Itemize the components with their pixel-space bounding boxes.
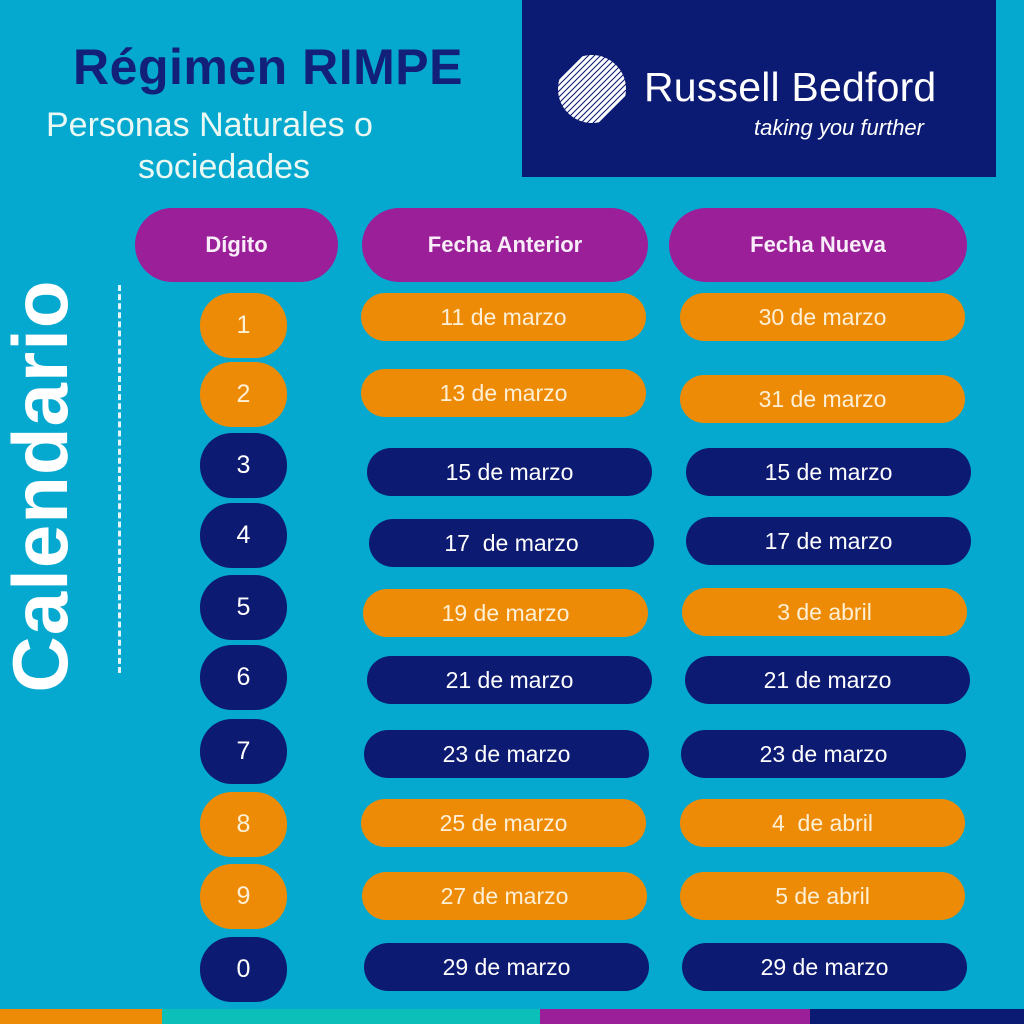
- fecha-anterior-cell: 13 de marzo: [361, 369, 646, 417]
- page-title: Régimen RIMPE: [73, 39, 463, 95]
- fecha-nueva-cell: 30 de marzo: [680, 293, 965, 341]
- striped-circle-logo-icon: [558, 55, 626, 123]
- fecha-nueva-cell: 21 de marzo: [685, 656, 970, 704]
- fecha-nueva-cell: 4 de abril: [680, 799, 965, 847]
- brand-tagline: taking you further: [754, 115, 924, 140]
- digit-pill: 9: [200, 864, 287, 929]
- digit-pill: 1: [200, 293, 287, 358]
- digit-pill: 2: [200, 362, 287, 427]
- fecha-anterior-cell: 17 de marzo: [369, 519, 654, 567]
- page-subtitle-line1: Personas Naturales o: [46, 106, 373, 144]
- digit-pill: 4: [200, 503, 287, 568]
- digit-pill: 7: [200, 719, 287, 784]
- fecha-anterior-cell: 11 de marzo: [361, 293, 646, 341]
- fecha-nueva-cell: 5 de abril: [680, 872, 965, 920]
- fecha-anterior-cell: 21 de marzo: [367, 656, 652, 704]
- calendar-side-label: Calendario: [0, 279, 84, 693]
- digit-pill: 6: [200, 645, 287, 710]
- column-header-fecha-anterior: Fecha Anterior: [362, 208, 648, 282]
- fecha-nueva-cell: 17 de marzo: [686, 517, 971, 565]
- fecha-anterior-cell: 29 de marzo: [364, 943, 649, 991]
- page-subtitle-line2: sociedades: [138, 148, 311, 186]
- fecha-anterior-cell: 27 de marzo: [362, 872, 647, 920]
- footer-strip-orange: [0, 1009, 162, 1024]
- column-header-fecha-nueva: Fecha Nueva: [669, 208, 967, 282]
- footer-strip-teal: [162, 1009, 540, 1024]
- digit-pill: 5: [200, 575, 287, 640]
- brand-logo-panel: Russell Bedford taking you further: [522, 0, 996, 177]
- footer-strip-navy: [810, 1009, 1024, 1024]
- digit-pill: 8: [200, 792, 287, 857]
- brand-name: Russell Bedford: [644, 64, 937, 110]
- column-header-digit: Dígito: [135, 208, 338, 282]
- fecha-anterior-cell: 15 de marzo: [367, 448, 652, 496]
- fecha-nueva-cell: 15 de marzo: [686, 448, 971, 496]
- fecha-anterior-cell: 23 de marzo: [364, 730, 649, 778]
- fecha-anterior-cell: 25 de marzo: [361, 799, 646, 847]
- fecha-nueva-cell: 31 de marzo: [680, 375, 965, 423]
- digit-pill: 0: [200, 937, 287, 1002]
- fecha-nueva-cell: 29 de marzo: [682, 943, 967, 991]
- dashed-divider: [118, 285, 121, 673]
- fecha-nueva-cell: 3 de abril: [682, 588, 967, 636]
- fecha-nueva-cell: 23 de marzo: [681, 730, 966, 778]
- digit-pill: 3: [200, 433, 287, 498]
- fecha-anterior-cell: 19 de marzo: [363, 589, 648, 637]
- footer-strip-purple: [540, 1009, 810, 1024]
